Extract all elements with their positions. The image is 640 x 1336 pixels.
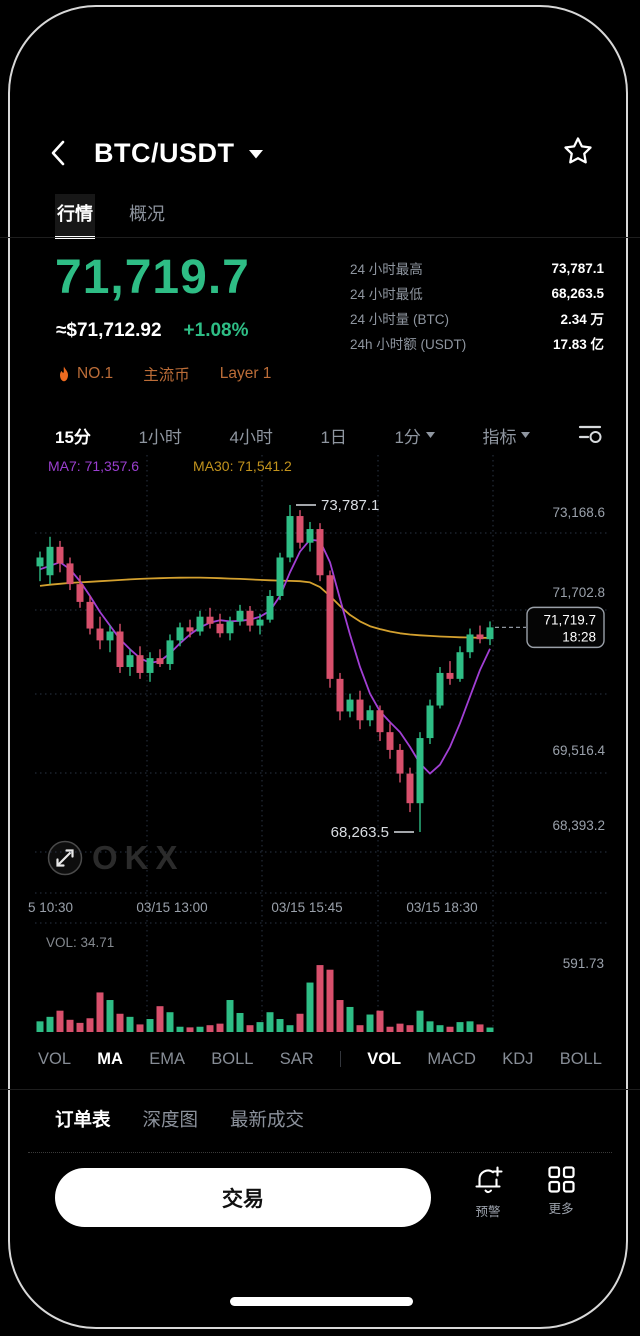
- timeframe-bar: 15分 1小时 4小时 1日 1分 指标: [55, 418, 604, 452]
- svg-text:71,702.8: 71,702.8: [552, 585, 605, 600]
- alert-button[interactable]: 预警: [460, 1165, 516, 1220]
- svg-text:VOL: 34.71: VOL: 34.71: [46, 935, 114, 950]
- chart-settings-icon: [578, 425, 602, 443]
- chart-settings-button[interactable]: [578, 422, 604, 449]
- timeframe-4h[interactable]: 4小时: [229, 427, 273, 447]
- indicator-ema[interactable]: EMA: [149, 1049, 185, 1068]
- bell-plus-icon: [474, 1166, 503, 1194]
- svg-text:5 10:30: 5 10:30: [28, 900, 73, 915]
- indicator-vol-main[interactable]: VOL: [38, 1049, 72, 1068]
- svg-text:71,719.7: 71,719.7: [543, 612, 596, 627]
- svg-text:OKX: OKX: [92, 839, 185, 876]
- stats-panel: 24 小时最高 73,787.1 24 小时最低 68,263.5 24 小时量…: [350, 256, 604, 355]
- price-subrow: ≈$71,712.92 +1.08%: [56, 320, 249, 342]
- market-tabs: 行情 概况: [55, 194, 167, 239]
- svg-text:73,168.6: 73,168.6: [552, 505, 605, 520]
- chart-expand-button[interactable]: [47, 840, 83, 876]
- indicator-group-divider: [339, 1051, 341, 1067]
- badges-row: NO.1 主流币 Layer 1: [57, 363, 271, 385]
- price-change: +1.08%: [183, 320, 249, 341]
- indicator-macd[interactable]: MACD: [427, 1049, 476, 1068]
- star-icon: [564, 136, 592, 163]
- pair-dropdown[interactable]: [248, 146, 263, 164]
- back-button[interactable]: [50, 138, 76, 168]
- indicator-sar[interactable]: SAR: [279, 1049, 314, 1068]
- chevron-left-icon: [51, 140, 65, 166]
- badge-layer[interactable]: Layer 1: [219, 365, 272, 382]
- timeframe-1d[interactable]: 1日: [320, 427, 347, 447]
- stat-high: 24 小时最高 73,787.1: [350, 260, 604, 278]
- tab-quotes[interactable]: 行情: [55, 194, 95, 239]
- stat-turnover-usdt: 24h 小时额 (USDT) 17.83 亿: [350, 336, 604, 352]
- home-indicator[interactable]: [230, 1297, 413, 1306]
- svg-text:03/15 13:00: 03/15 13:00: [136, 900, 207, 915]
- tab-depth-chart[interactable]: 深度图: [142, 1109, 199, 1130]
- indicator-ma[interactable]: MA: [97, 1049, 123, 1068]
- indicator-dropdown[interactable]: 指标: [482, 423, 531, 448]
- indicator-kdj[interactable]: KDJ: [502, 1049, 534, 1068]
- timeframe-1h[interactable]: 1小时: [138, 427, 182, 447]
- badge-category[interactable]: 主流币: [143, 367, 190, 384]
- svg-text:73,787.1: 73,787.1: [321, 497, 379, 514]
- orderbook-tabs: 订单表 深度图 最新成交: [55, 1106, 304, 1132]
- svg-text:591.73: 591.73: [563, 956, 604, 971]
- tab-order-book[interactable]: 订单表: [55, 1109, 111, 1130]
- tab-overview[interactable]: 概况: [129, 204, 165, 224]
- price-chart[interactable]: 73,168.6 71,702.8 69,516.4 68,393.2 MA7: 71,…: [0, 450, 640, 1040]
- indicator-boll-sub[interactable]: BOLL: [559, 1049, 602, 1068]
- svg-text:68,263.5: 68,263.5: [331, 824, 389, 841]
- svg-text:03/15 18:30: 03/15 18:30: [406, 900, 477, 915]
- pair-title[interactable]: BTC/USDT: [94, 137, 235, 168]
- more-button[interactable]: 更多: [533, 1165, 589, 1217]
- chevron-down-icon: [521, 432, 531, 438]
- header: BTC/USDT: [50, 132, 594, 174]
- more-label: 更多: [548, 1202, 574, 1216]
- alert-label: 预警: [475, 1205, 501, 1219]
- svg-text:03/15 15:45: 03/15 15:45: [271, 900, 342, 915]
- stat-volume-btc: 24 小时量 (BTC) 2.34 万: [350, 311, 604, 327]
- chevron-down-icon: [425, 432, 435, 438]
- chevron-down-icon: [248, 150, 263, 159]
- svg-text:18:28: 18:28: [562, 629, 596, 644]
- svg-text:69,516.4: 69,516.4: [552, 743, 605, 758]
- svg-text:MA30: 71,541.2: MA30: 71,541.2: [193, 458, 292, 474]
- grid-icon: [547, 1166, 575, 1193]
- indicator-tabs: VOL MA EMA BOLL SAR VOL MACD KDJ BOLL: [38, 1042, 602, 1076]
- fiat-price: ≈$71,712.92: [56, 320, 162, 341]
- flame-icon: [60, 366, 68, 381]
- timeframe-more-dropdown[interactable]: 1分: [394, 423, 435, 448]
- indicator-boll[interactable]: BOLL: [211, 1049, 254, 1068]
- timeframe-15m[interactable]: 15分: [55, 427, 91, 447]
- dotted-divider: [28, 1152, 612, 1153]
- trade-button[interactable]: 交易: [55, 1168, 431, 1227]
- indicator-vol-sub[interactable]: VOL: [367, 1049, 402, 1068]
- svg-text:68,393.2: 68,393.2: [552, 818, 605, 833]
- svg-text:MA7: 71,357.6: MA7: 71,357.6: [48, 458, 139, 474]
- badge-rank[interactable]: NO.1: [57, 365, 113, 383]
- section-divider: [0, 1089, 640, 1090]
- stat-low: 24 小时最低 68,263.5: [350, 285, 604, 303]
- expand-arrows-icon: [56, 849, 74, 867]
- favorite-button[interactable]: [562, 135, 594, 172]
- last-price: 71,719.7: [55, 251, 250, 304]
- tabs-divider: [0, 237, 640, 238]
- tab-latest-trades[interactable]: 最新成交: [230, 1109, 305, 1130]
